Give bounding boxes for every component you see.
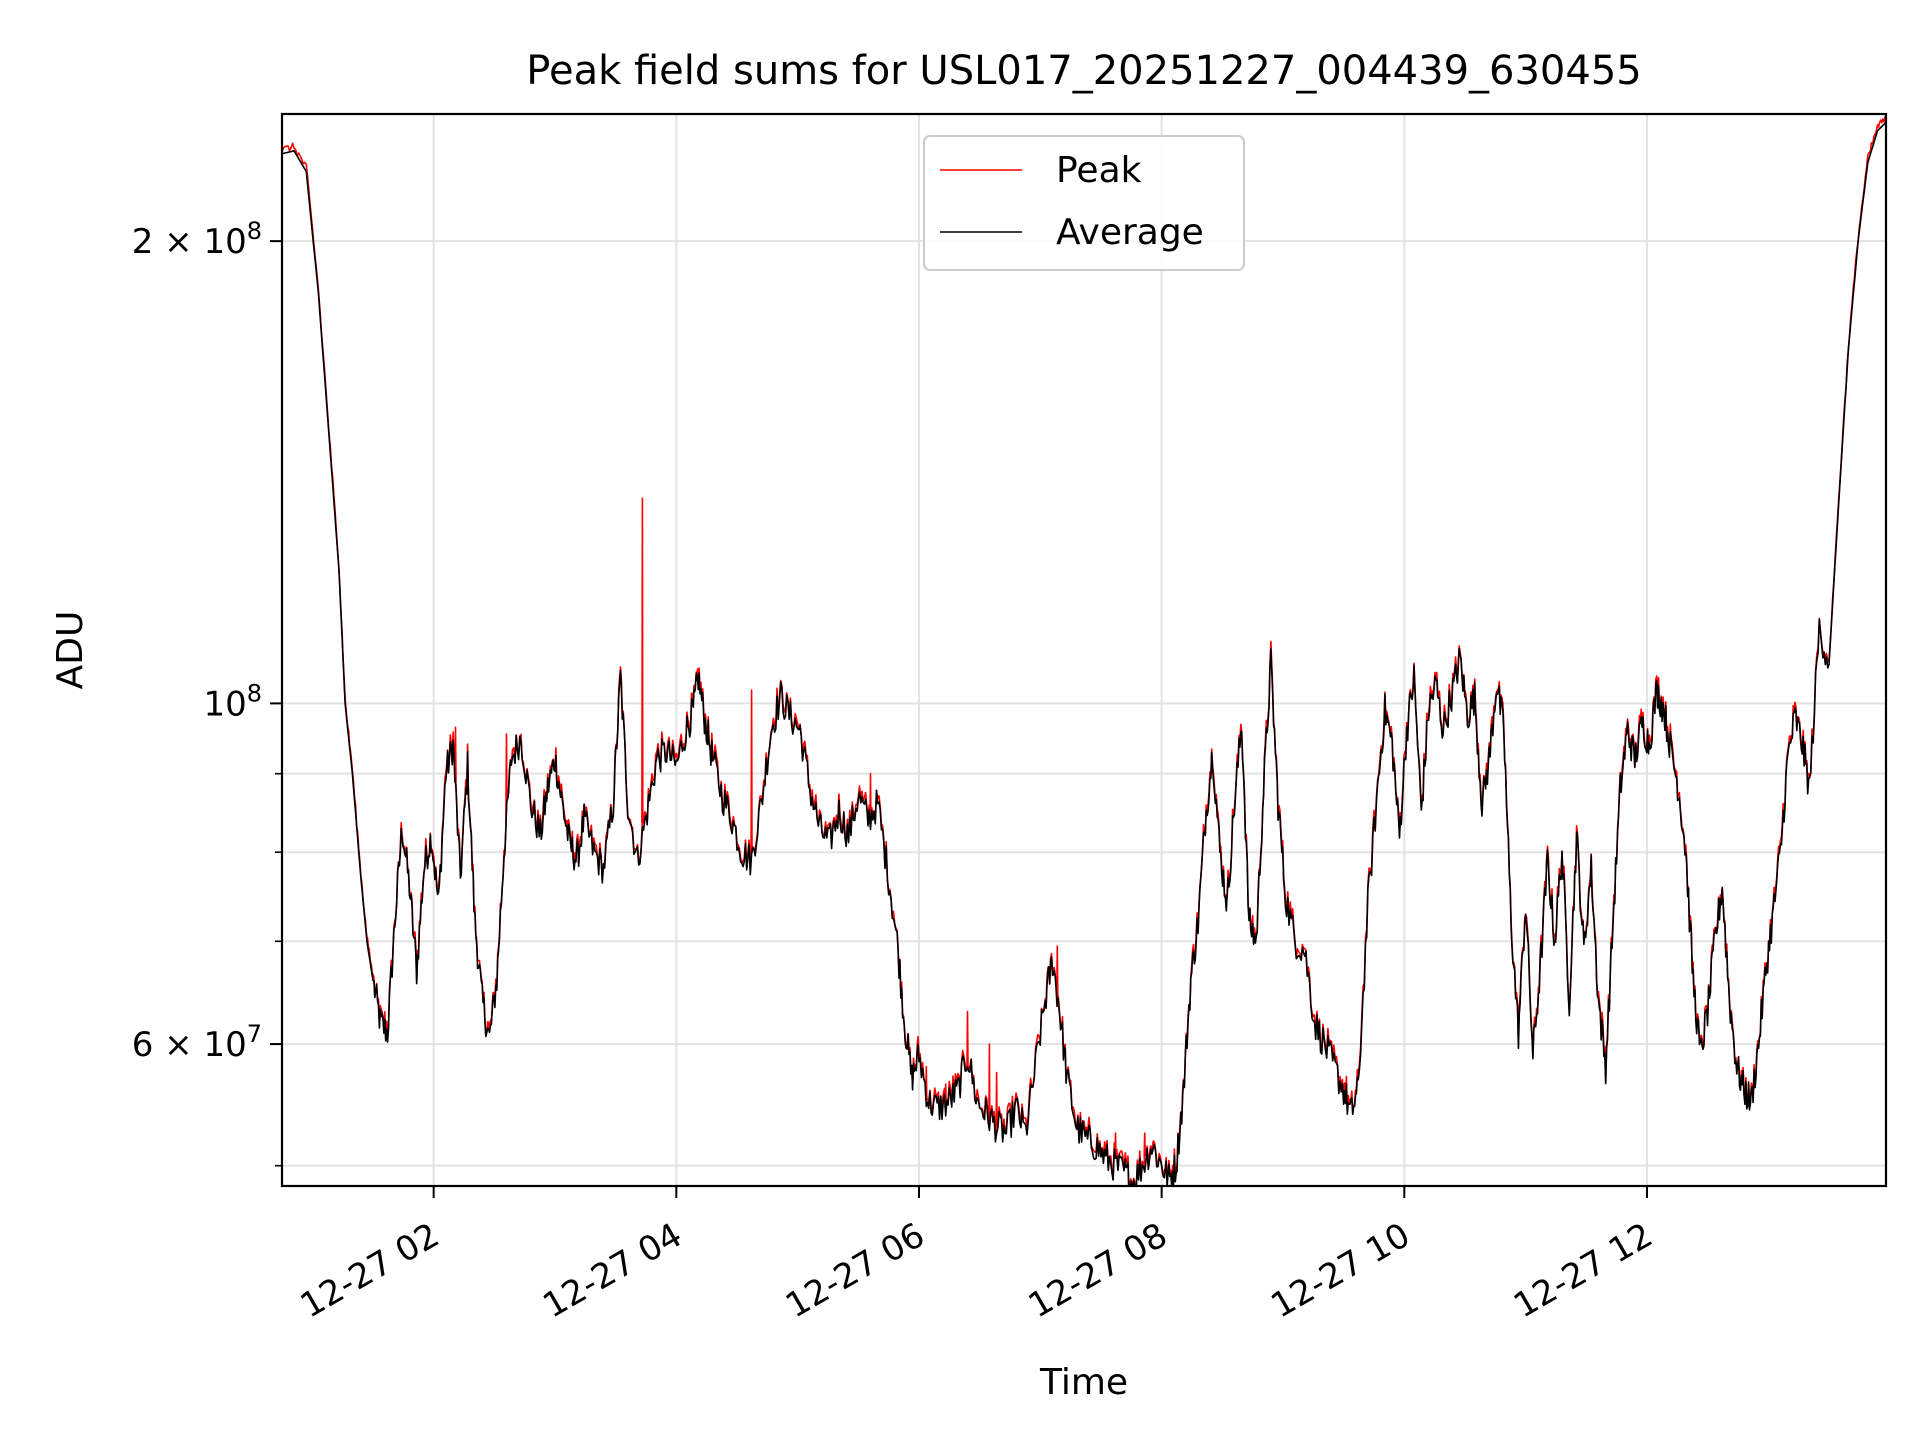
- plot-frame: [280, 112, 1888, 1188]
- y-tick-label: 108: [203, 679, 262, 724]
- series-line-average: [282, 121, 1886, 1186]
- legend[interactable]: Peak Average: [923, 135, 1245, 271]
- y-tick-label: 2 × 108: [132, 217, 262, 262]
- chart-title: Peak field sums for USL017_20251227_0044…: [526, 48, 1641, 94]
- legend-average-label: Average: [1056, 212, 1204, 253]
- grid: [282, 114, 1886, 1186]
- y-axis-label: ADU: [50, 611, 91, 690]
- legend-peak-label: Peak: [1056, 150, 1142, 191]
- x-axis-label: Time: [1039, 1362, 1128, 1403]
- y-tick-label: 6 × 107: [132, 1020, 262, 1065]
- series-layer: [282, 114, 1886, 1186]
